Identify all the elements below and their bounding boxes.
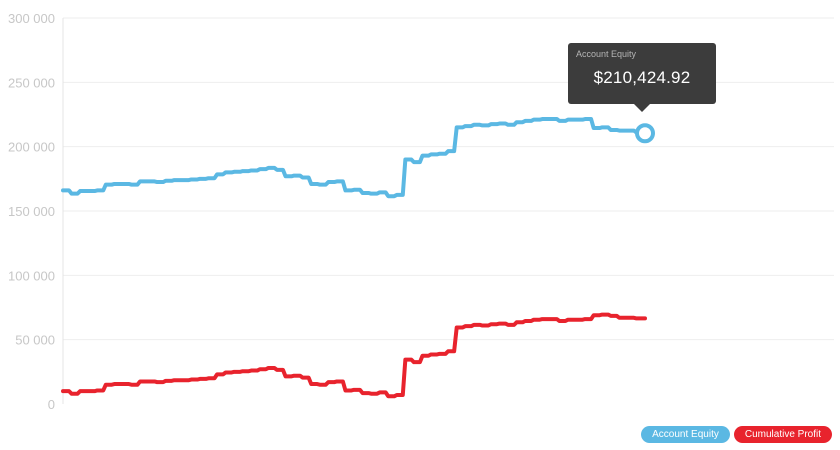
series-line-account-equity[interactable] <box>61 117 647 199</box>
series-layer <box>61 117 647 399</box>
y-tick-label: 100 000 <box>8 268 55 283</box>
legend-item-cumulative-profit[interactable]: Cumulative Profit <box>733 426 832 443</box>
gridlines <box>63 17 834 341</box>
y-tick-label: 300 000 <box>8 11 55 26</box>
legend: Account Equity Cumulative Profit <box>641 426 832 443</box>
tooltip-series-name: Account Equity <box>576 49 637 59</box>
legend-item-account-equity[interactable]: Account Equity <box>641 426 730 443</box>
y-axis: 0 50 000 100 000 150 000 200 000 250 000 300 0… <box>8 11 55 412</box>
tooltip-value: $210,424.92 <box>593 68 691 87</box>
y-tick-label: 150 000 <box>8 204 55 219</box>
y-tick-label: 250 000 <box>8 75 55 90</box>
hover-point-marker[interactable] <box>635 123 655 144</box>
y-tick-label: 50 000 <box>15 333 55 348</box>
y-tick-label: 0 <box>48 397 55 412</box>
tooltip: Account Equity $210,424.92 <box>568 43 716 112</box>
y-tick-label: 200 000 <box>8 140 55 155</box>
series-line-cumulative-profit[interactable] <box>61 312 647 399</box>
